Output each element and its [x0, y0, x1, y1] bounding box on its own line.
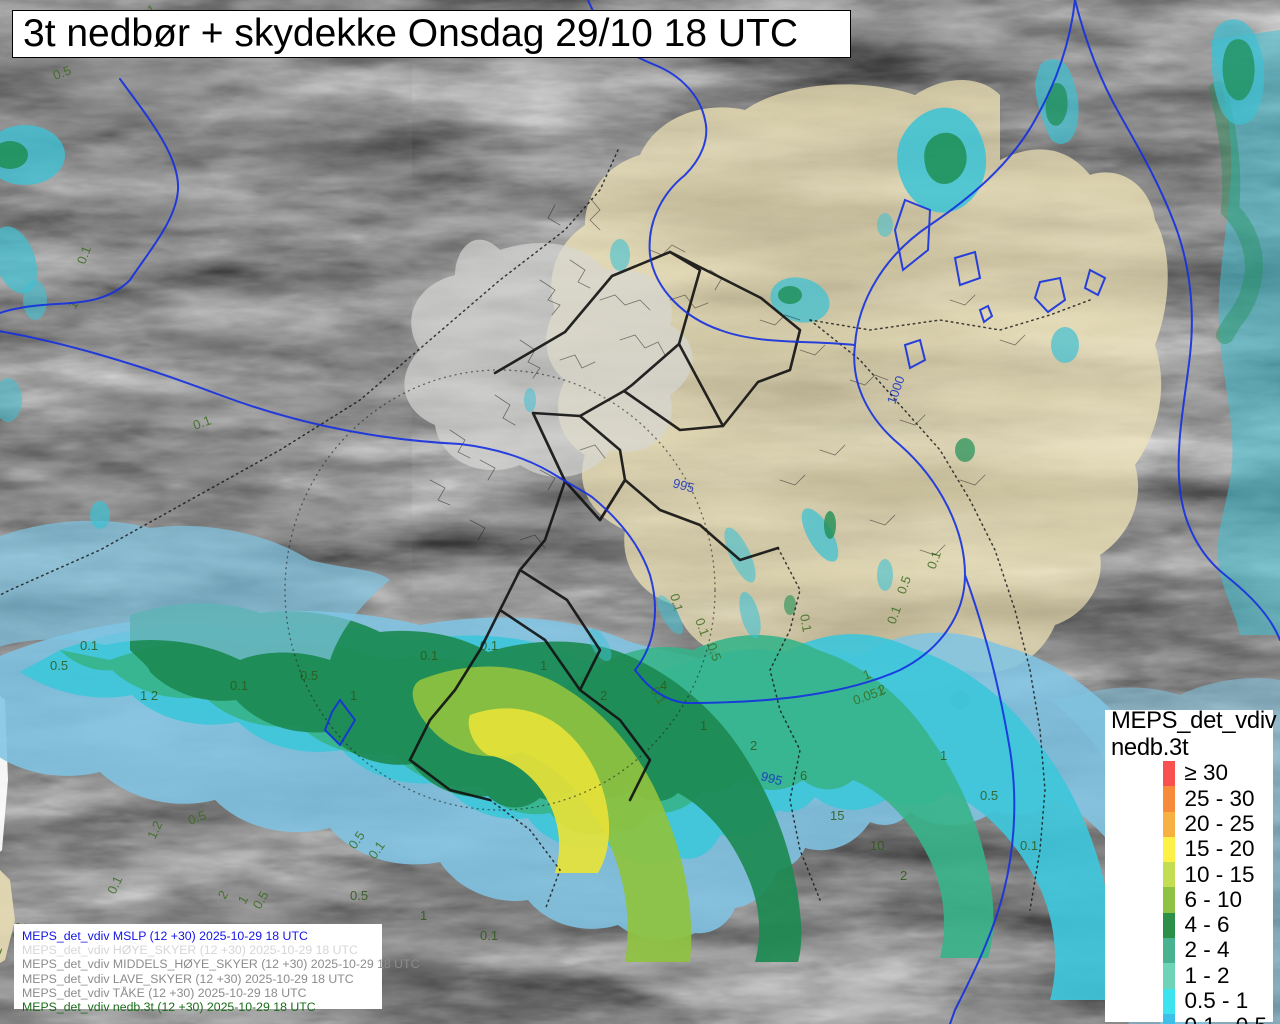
svg-text:6: 6	[800, 768, 807, 783]
svg-text:1: 1	[700, 718, 707, 733]
svg-text:2: 2	[900, 868, 907, 883]
svg-text:10: 10	[870, 838, 884, 853]
svg-text:0.5: 0.5	[980, 788, 998, 803]
svg-text:0.1: 0.1	[1020, 838, 1038, 853]
svg-text:0.5: 0.5	[300, 668, 318, 683]
svg-text:2: 2	[750, 738, 757, 753]
svg-text:15: 15	[830, 808, 844, 823]
svg-text:1: 1	[540, 658, 547, 673]
svg-text:0.5: 0.5	[350, 888, 368, 903]
svg-text:2: 2	[600, 688, 607, 703]
svg-text:0.1: 0.1	[80, 638, 98, 653]
svg-text:1 2: 1 2	[140, 688, 158, 703]
svg-text:1: 1	[420, 908, 427, 923]
svg-text:0.1: 0.1	[480, 928, 498, 943]
svg-text:0.5: 0.5	[50, 658, 68, 673]
svg-text:1: 1	[350, 688, 357, 703]
svg-text:0.1: 0.1	[230, 678, 248, 693]
svg-text:4: 4	[660, 678, 667, 693]
svg-text:1: 1	[940, 748, 947, 763]
svg-text:0.1: 0.1	[797, 613, 815, 633]
svg-text:0.1: 0.1	[420, 648, 438, 663]
